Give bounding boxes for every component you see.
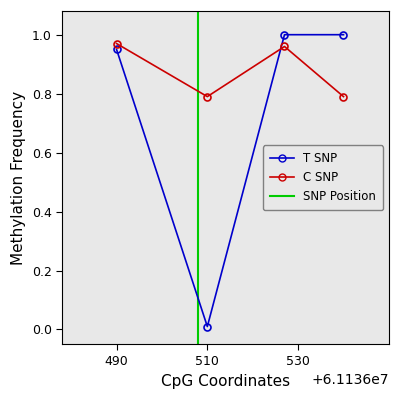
X-axis label: CpG Coordinates: CpG Coordinates: [161, 374, 290, 389]
Y-axis label: Methylation Frequency: Methylation Frequency: [11, 91, 26, 265]
Legend: T SNP, C SNP, SNP Position: T SNP, C SNP, SNP Position: [263, 145, 383, 210]
